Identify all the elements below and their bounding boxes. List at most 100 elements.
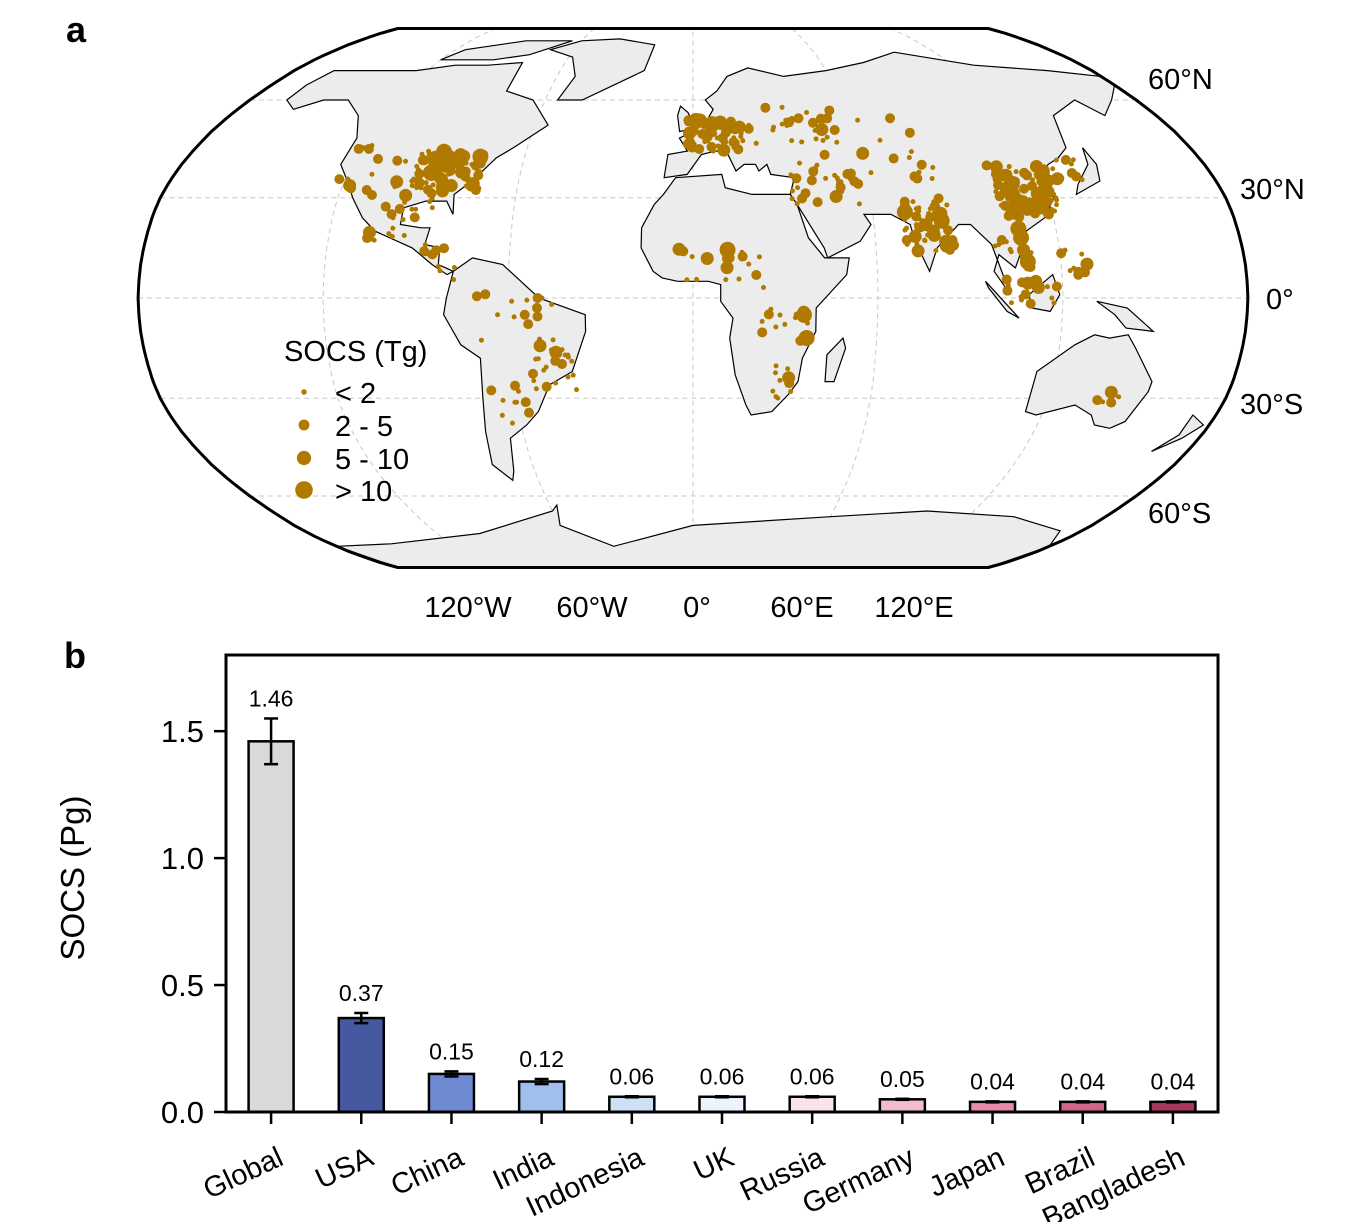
site-point — [1080, 257, 1094, 271]
site-point — [911, 244, 925, 258]
site-point — [797, 193, 808, 204]
legend-marker — [295, 481, 313, 499]
site-point — [1014, 234, 1020, 240]
data-label: 0.05 — [880, 1066, 925, 1092]
site-point — [1035, 204, 1046, 215]
site-point — [934, 206, 948, 220]
site-point — [539, 295, 545, 301]
site-point — [1036, 164, 1050, 178]
y-axis-label: SOCS (Pg) — [54, 795, 91, 960]
site-point — [423, 180, 429, 186]
site-point — [519, 309, 530, 320]
site-point — [779, 104, 785, 110]
site-point — [1002, 285, 1013, 296]
site-point — [789, 188, 795, 194]
site-point — [480, 289, 491, 300]
site-point — [888, 153, 899, 164]
land-japan — [1075, 147, 1101, 196]
site-point — [1017, 243, 1031, 257]
lon-label: 0° — [683, 592, 711, 624]
site-point — [476, 154, 487, 165]
site-point — [460, 150, 466, 156]
site-point — [399, 188, 413, 202]
site-point — [706, 127, 717, 138]
site-point — [570, 372, 576, 378]
site-point — [1029, 182, 1035, 188]
site-point — [690, 113, 704, 127]
site-point — [930, 227, 936, 233]
site-point — [700, 251, 714, 265]
site-point — [729, 137, 740, 148]
site-point — [910, 199, 916, 205]
site-point — [856, 201, 862, 207]
site-point — [999, 176, 1005, 182]
site-point — [1054, 202, 1060, 208]
legend-title: SOCS (Tg) — [284, 336, 427, 368]
site-point — [1054, 173, 1065, 184]
site-point — [791, 173, 802, 184]
x-tick-label: USA — [311, 1141, 379, 1195]
site-point — [1079, 251, 1085, 257]
landmasses — [285, 38, 1205, 568]
legend-marker — [301, 389, 307, 395]
land-arctic-islands — [440, 40, 573, 61]
site-point — [574, 387, 580, 393]
site-point — [908, 229, 922, 243]
land-africa — [640, 173, 850, 416]
site-point — [1014, 212, 1025, 223]
site-point — [1116, 394, 1122, 400]
site-point — [723, 263, 729, 269]
site-point — [1013, 169, 1019, 175]
map-axis-labels: 60°N 30°N 0° 30°S 60°S 120°W 60°W 0° 60°E 120°E — [424, 64, 1304, 624]
land-new-zealand — [1151, 414, 1205, 452]
bar-indonesia — [608, 1095, 656, 1114]
site-point — [532, 292, 543, 303]
site-point — [429, 205, 435, 211]
site-point — [1051, 281, 1062, 292]
error-bar — [534, 1077, 549, 1086]
site-points — [334, 102, 1122, 426]
legend-marker — [296, 450, 312, 466]
site-point — [369, 171, 375, 177]
site-point — [799, 139, 805, 145]
site-point — [1071, 265, 1077, 271]
site-point — [719, 241, 736, 258]
site-point — [683, 115, 694, 126]
site-point — [756, 254, 762, 260]
site-point — [361, 185, 372, 196]
site-point — [751, 269, 762, 280]
site-point — [511, 314, 517, 320]
lon-label: 60°E — [770, 592, 833, 624]
site-point — [847, 176, 853, 182]
site-point — [1079, 177, 1085, 183]
site-point — [788, 389, 794, 395]
site-point — [1001, 274, 1012, 285]
site-point — [418, 185, 424, 191]
site-point — [334, 174, 345, 185]
site-point — [856, 146, 870, 160]
site-point — [380, 201, 391, 212]
site-point — [413, 206, 419, 212]
site-point — [913, 206, 919, 212]
site-point — [753, 140, 759, 146]
site-point — [682, 126, 696, 140]
site-point — [1003, 239, 1009, 245]
site-point — [746, 261, 752, 267]
legend-item: 5 - 10 — [335, 444, 409, 476]
bar-germany — [878, 1098, 927, 1114]
site-point — [768, 306, 774, 312]
site-point — [908, 149, 914, 155]
site-point — [390, 225, 396, 231]
site-point — [815, 122, 829, 136]
world-map — [136, 27, 1250, 569]
lon-label: 120°E — [874, 592, 953, 624]
site-point — [701, 135, 707, 141]
site-point — [460, 171, 471, 182]
site-point — [401, 232, 407, 238]
site-point — [415, 167, 421, 173]
site-point — [1021, 289, 1027, 295]
site-point — [402, 199, 408, 205]
bar-india — [517, 1080, 566, 1114]
land-greenland — [548, 38, 656, 101]
